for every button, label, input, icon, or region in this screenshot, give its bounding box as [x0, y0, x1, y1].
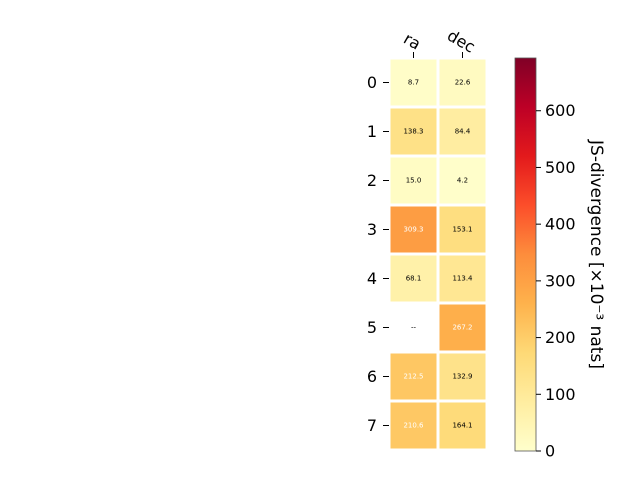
cell-value-label: 4.2: [457, 177, 468, 185]
colorbar-tick-label: 0: [545, 442, 555, 461]
cell-value-label: 267.2: [452, 324, 472, 332]
cell-value-label: 132.9: [452, 373, 472, 381]
column-axis: ra dec: [400, 26, 478, 58]
colorbar-tick-label: 500: [545, 158, 576, 177]
cell-value-label: 210.6: [403, 422, 424, 430]
cell-value-label: 8.7: [408, 79, 419, 87]
column-label-ra: ra: [400, 29, 424, 54]
colorbar-tick-label: 300: [545, 271, 576, 290]
cell-value-label: 113.4: [452, 275, 473, 283]
row-label-7: 7: [367, 416, 377, 435]
cell-value-label: 84.4: [455, 128, 471, 136]
cell-value-label: 153.1: [452, 226, 472, 234]
colorbar-tick-label: 400: [545, 215, 576, 234]
heatmap-cell-0-ra: [390, 59, 437, 106]
heatmap-cell-4-ra: [390, 255, 437, 302]
heatmap-cell-2-dec: [439, 157, 486, 204]
column-label-dec: dec: [444, 26, 478, 57]
colorbar-gradient: [514, 57, 537, 452]
heatmap-cell-4-dec: [439, 255, 486, 302]
heatmap-cell-7-ra: [390, 402, 437, 449]
heatmap-cell-3-ra: [390, 206, 437, 253]
heatmap-cell-2-ra: [390, 157, 437, 204]
row-label-3: 3: [367, 220, 377, 239]
row-label-1: 1: [367, 122, 377, 141]
cell-value-label: --: [411, 324, 417, 332]
row-label-6: 6: [367, 367, 377, 386]
heatmap-cell-5-dec: [439, 304, 486, 351]
cell-value-label: 68.1: [406, 275, 422, 283]
row-label-5: 5: [367, 318, 377, 337]
cell-value-label: 164.1: [452, 422, 472, 430]
heatmap-cell-3-dec: [439, 206, 486, 253]
heatmap-cell-0-dec: [439, 59, 486, 106]
heatmap-cells: 8.7 22.6 138.3 84.4 15.0 4.2 309.3 153.1 68.1 113…: [390, 59, 486, 449]
colorbar: 0 100 200 300 400 500 600 JS-divergence [×10⁻³ …: [514, 57, 606, 461]
row-label-2: 2: [367, 171, 377, 190]
cell-value-label: 138.3: [403, 128, 423, 136]
heatmap-cell-6-ra: [390, 353, 437, 400]
heatmap-cell-7-dec: [439, 402, 486, 449]
row-label-4: 4: [367, 269, 377, 288]
cell-value-label: 212.5: [403, 373, 423, 381]
colorbar-tick-label: 100: [545, 385, 576, 404]
cell-value-label: 15.0: [406, 177, 422, 185]
row-label-0: 0: [367, 73, 377, 92]
cell-value-label: 22.6: [455, 79, 471, 87]
colorbar-tick-label: 200: [545, 328, 576, 347]
cell-value-label: 309.3: [403, 226, 423, 234]
heatmap-cell-1-dec: [439, 108, 486, 155]
heatmap-cell-1-ra: [390, 108, 437, 155]
heatmap-cell-6-dec: [439, 353, 486, 400]
colorbar-label: JS-divergence [×10⁻³ nats]: [586, 139, 606, 369]
row-axis: 0 1 2 3 4 5 6 7: [367, 73, 389, 435]
colorbar-tick-label: 600: [545, 101, 576, 120]
